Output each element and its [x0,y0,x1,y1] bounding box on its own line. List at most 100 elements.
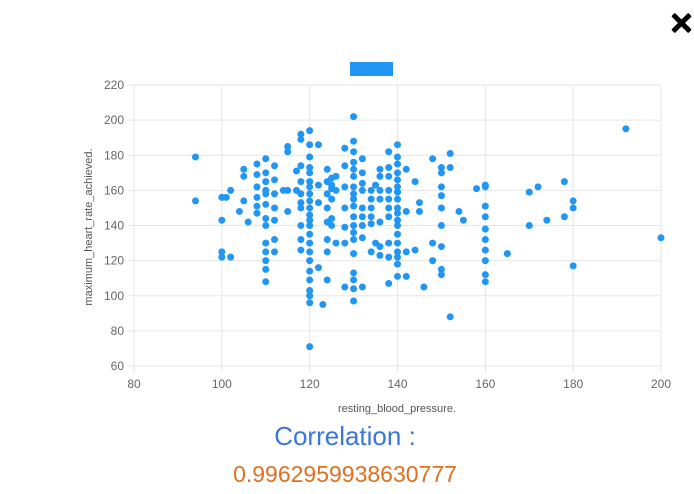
data-point[interactable] [394,169,401,177]
data-point[interactable] [271,176,279,184]
data-point[interactable] [341,144,349,152]
data-point[interactable] [284,142,292,150]
data-point[interactable] [297,246,305,254]
data-point[interactable] [314,199,322,207]
data-point[interactable] [341,183,349,191]
data-point[interactable] [481,257,489,265]
data-point[interactable] [415,207,423,215]
data-point[interactable] [385,279,393,287]
data-point[interactable] [385,213,393,221]
data-point[interactable] [306,239,314,247]
data-point[interactable] [394,209,401,217]
data-point[interactable] [227,186,235,194]
data-point[interactable] [429,239,437,247]
data-point[interactable] [323,204,331,212]
data-point[interactable] [253,183,261,191]
data-point[interactable] [306,276,314,284]
data-point[interactable] [306,197,314,205]
data-point[interactable] [385,195,393,203]
data-point[interactable] [350,250,358,258]
data-point[interactable] [350,172,358,180]
data-point[interactable] [437,183,445,191]
data-point[interactable] [385,253,393,261]
data-point[interactable] [244,218,252,226]
data-point[interactable] [394,222,401,229]
data-point[interactable] [367,220,375,228]
data-point[interactable] [402,165,410,173]
data-point[interactable] [569,204,577,212]
data-point[interactable] [350,202,358,210]
data-point[interactable] [328,222,336,229]
data-point[interactable] [394,260,401,268]
data-point[interactable] [358,222,366,229]
data-point[interactable] [350,195,358,203]
data-point[interactable] [376,243,384,251]
data-point[interactable] [262,257,270,265]
data-point[interactable] [376,186,384,194]
data-point[interactable] [284,148,292,156]
data-point[interactable] [350,297,358,305]
legend-swatch[interactable] [350,62,393,76]
data-point[interactable] [394,248,401,256]
data-point[interactable] [350,190,358,198]
data-point[interactable] [358,179,366,187]
data-point[interactable] [437,204,445,212]
data-point[interactable] [350,137,358,145]
data-point[interactable] [262,190,270,198]
data-point[interactable] [657,234,665,242]
data-point[interactable] [323,276,331,284]
data-point[interactable] [240,197,248,205]
data-point[interactable] [323,248,331,256]
data-point[interactable] [227,253,235,261]
data-point[interactable] [350,222,358,229]
data-point[interactable] [191,197,199,205]
data-point[interactable] [367,204,375,212]
data-point[interactable] [394,176,401,184]
data-point[interactable] [385,204,393,212]
data-point[interactable] [350,183,358,191]
data-point[interactable] [253,202,261,210]
data-point[interactable] [385,239,393,247]
data-point[interactable] [323,165,331,173]
data-point[interactable] [534,183,542,191]
data-point[interactable] [306,183,314,191]
data-point[interactable] [394,216,401,224]
data-point[interactable] [314,264,322,272]
data-point[interactable] [306,292,314,300]
data-point[interactable] [350,285,358,293]
data-point[interactable] [473,185,481,193]
data-point[interactable] [297,130,305,138]
data-point[interactable] [367,248,375,256]
data-point[interactable] [358,155,366,163]
data-point[interactable] [376,251,384,259]
data-point[interactable] [306,267,314,275]
data-point[interactable] [367,213,375,221]
data-point[interactable] [543,216,551,224]
data-point[interactable] [385,148,393,156]
data-point[interactable] [297,199,305,207]
data-point[interactable] [306,343,314,351]
data-point[interactable] [271,248,279,256]
data-point[interactable] [481,213,489,221]
data-point[interactable] [372,181,380,189]
data-point[interactable] [271,162,279,170]
data-point[interactable] [314,181,322,189]
data-point[interactable] [446,313,454,321]
data-point[interactable] [560,213,568,221]
data-point[interactable] [306,211,314,219]
data-point[interactable] [437,265,445,273]
data-point[interactable] [332,239,340,247]
data-point[interactable] [262,155,270,163]
data-point[interactable] [292,167,300,175]
data-point[interactable] [446,164,454,172]
data-point[interactable] [306,127,314,135]
data-point[interactable] [323,236,331,244]
data-point[interactable] [253,171,261,179]
data-point[interactable] [306,190,314,198]
data-point[interactable] [262,169,270,177]
data-point[interactable] [341,223,349,231]
data-point[interactable] [350,165,358,173]
data-point[interactable] [332,186,340,194]
data-point[interactable] [569,197,577,205]
data-point[interactable] [240,165,248,173]
